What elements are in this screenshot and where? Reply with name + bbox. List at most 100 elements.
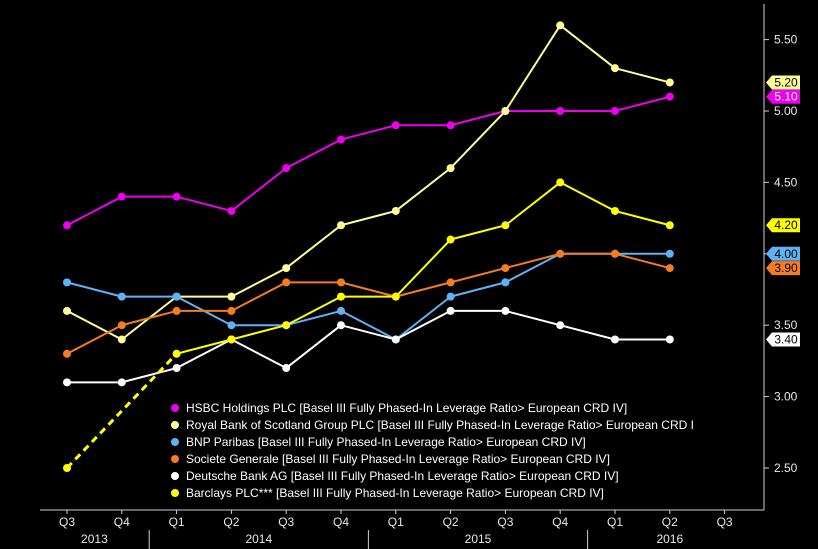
data-point [227,306,236,315]
series-segment [66,310,123,341]
legend-marker [171,421,179,429]
series-segment [285,138,342,170]
series-segment [395,281,451,298]
x-tick-label: Q1 [607,515,623,529]
series-segment [176,195,232,212]
series-segment [66,281,123,298]
last-value-tag-label: 4.20 [774,218,798,232]
data-point [63,464,71,472]
legend-marker [171,438,179,446]
last-value-tags: 5.105.20 4.003.90 3.40 4.20 [766,75,800,347]
x-tick-label: Q2 [223,515,239,529]
data-point [446,235,455,244]
data-point [611,206,619,215]
data-point [282,321,291,330]
series-segment [504,24,562,112]
series-segment [121,367,177,384]
series-segment [559,181,616,212]
series-segment [230,267,287,298]
x-tick-label: Q2 [443,515,459,529]
series-segment [450,224,506,241]
data-point [611,335,619,344]
data-point [117,192,126,201]
data-point [391,335,400,344]
series-segment [230,167,287,212]
last-value-tag-label: 3.90 [774,261,798,275]
series-segment [231,324,287,341]
series-segment [176,338,232,355]
series-segment [340,310,397,341]
data-point [665,221,674,230]
last-value-tag-box [766,332,800,347]
legend-marker [171,455,179,463]
data-point [556,249,565,258]
axes: 2.50 3.00 3.50 4.00 4.50 5.00 5.50 Q3 Q4 Q1 Q2 Q3 Q4… [40,4,798,549]
data-point [501,264,510,273]
data-point [63,278,71,287]
data-point [611,249,619,258]
series-4 [63,306,674,387]
series-segment [395,238,452,298]
series-segment [66,324,123,355]
series-segment [340,209,397,227]
series-segment [121,309,177,327]
series-segment [559,324,616,341]
x-tick-label: Q3 [59,515,75,529]
series-segment [285,309,342,327]
x-tick-label: Q4 [552,515,568,529]
legend: HSBC Holdings PLC [Basel III Fully Phase… [162,398,760,506]
series-segment [614,252,671,270]
legend-box [162,398,760,506]
series-segment [285,224,342,269]
series-segment [285,324,342,369]
data-point [665,249,674,258]
series-segment [505,252,561,270]
data-point [665,264,674,273]
series-segment [176,338,232,369]
series-segment [449,110,507,169]
legend-entry: Barclays PLC*** [Basel III Fully Phased-… [186,486,604,500]
series-segment [340,124,397,141]
last-value-tag-box [766,75,800,90]
data-point [337,306,345,315]
data-point [172,306,181,315]
data-point [501,107,510,115]
data-point [337,135,345,144]
x-year-label: 2016 [656,532,683,546]
legend-entry: Royal Bank of Scotland Group PLC [Basel … [186,418,694,432]
series-segment [450,110,506,127]
series-segment [285,295,342,327]
last-value-tag-box [766,218,800,233]
series-segment [450,281,506,298]
data-point [282,264,291,273]
data-point [282,164,291,173]
x-tick-label: Q3 [717,515,733,529]
data-point [391,292,400,301]
data-point [63,306,71,315]
series-segment [65,352,178,470]
legend-marker [171,472,179,480]
series-segment [395,295,452,341]
data-point [227,292,236,301]
series-segment [66,195,123,227]
data-point [556,107,565,115]
data-point [117,378,126,387]
legend-marker [171,489,179,497]
data-point [172,364,181,373]
y-tick-label: 2.50 [774,461,798,475]
last-value-tag-box [766,246,800,261]
data-point [282,364,291,373]
x-tick-label: Q1 [169,515,185,529]
series-segment [230,338,287,369]
series-segment [504,252,561,284]
x-tick-label: Q1 [388,515,404,529]
last-value-tag-label: 5.10 [774,90,798,104]
last-value-tag: 4.00 [766,247,800,261]
last-value-tag: 4.20 [766,218,800,233]
data-point [172,192,181,201]
series-segment [559,24,616,69]
data-point [501,278,510,287]
data-point [501,306,510,315]
series-segment [450,267,506,284]
legend-entry: BNP Paribas [Basel III Fully Phased-In L… [186,435,586,449]
